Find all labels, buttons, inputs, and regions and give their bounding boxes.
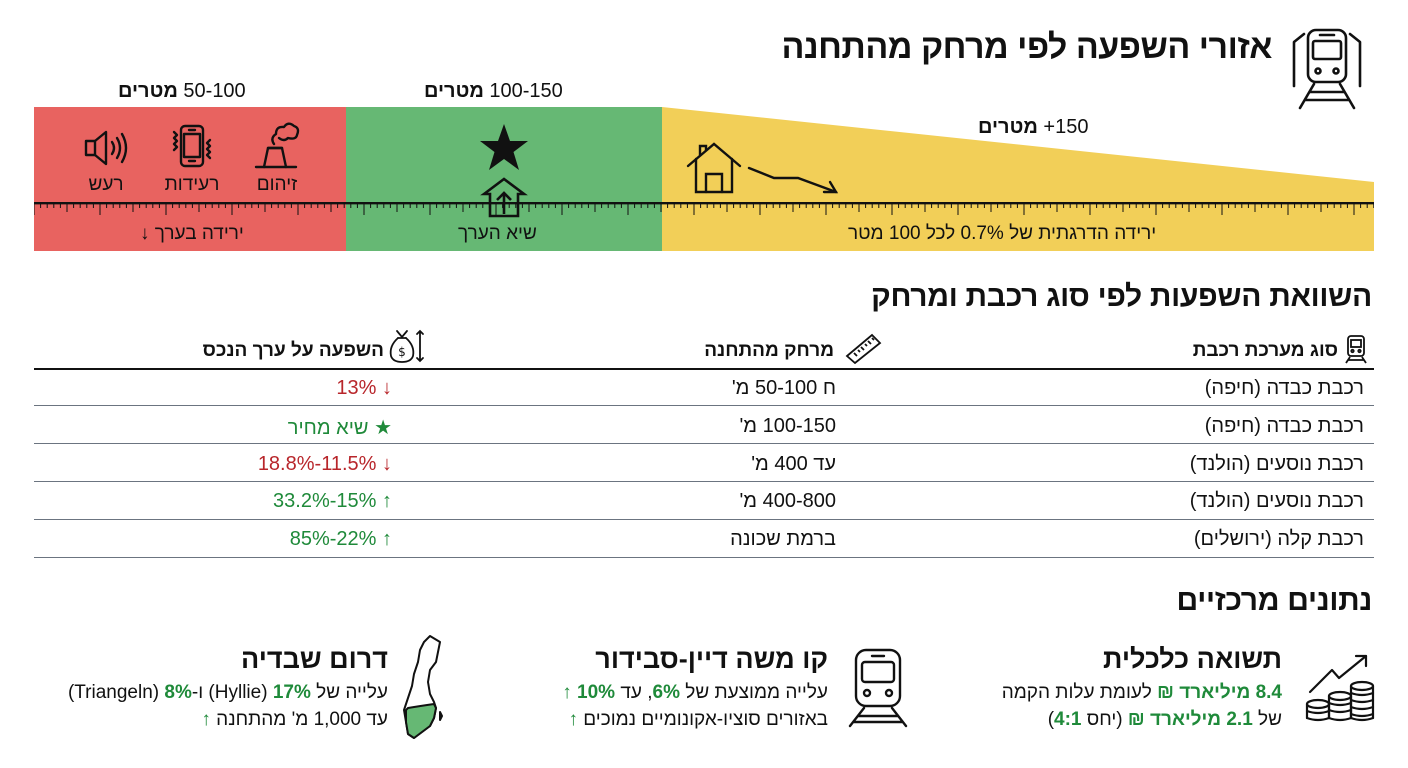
svg-text:$: $ [398,345,406,359]
arrow-down-icon: ↓ [382,453,392,475]
arrow-up-icon: ↑ [201,709,211,730]
vibration-phone-icon [172,124,212,168]
table-row-divider [34,557,1374,558]
arrow-up-icon: ↑ [568,709,579,730]
distance-ruler [34,202,1374,215]
table-cell-impact: ↑ 15%-33.2% [273,490,392,512]
arrow-down-icon: ↓ [140,223,150,244]
table-cell-impact: ↑ 22%-85% [289,528,392,550]
arrow-up-icon: ↑ [382,490,392,512]
zone-far-caption: ירידה הדרגתית של 0.7% לכל 100 מטר [848,223,1157,244]
arrow-up-icon: ↑ [562,682,572,703]
table-cell-impact: ↓ 11.5%-18.8% [257,453,392,475]
table-cell-distance: ח 50-100 מ' [731,377,836,399]
column-header-system: סוג מערכת רכבת [1192,340,1338,361]
table-cell-system: רכבת כבדה (חיפה) [1204,377,1364,399]
arrow-up-icon: ↑ [382,528,392,550]
house-decline-icon [686,142,839,194]
fact-economic-line1: 8.4 מיליארד ₪ לעומת עלות הקמה [1001,682,1282,703]
table-cell-distance: 400-800 מ' [739,490,836,512]
zone-far-label: 150+ מטרים [978,116,1089,138]
fact-dayan-line2: באזורים סוציו-אקונומיים נמוכים ↑ [568,709,829,730]
table-cell-system: רכבת קלה (ירושלים) [1193,528,1364,550]
table-row-divider [34,405,1374,406]
train-front-icon [848,648,908,728]
zone-far-band [662,107,1374,251]
pollution-factory-icon [254,122,300,169]
train-icon [1345,335,1367,364]
page-title: אזורי השפעה לפי מרחק מהתחנה [781,28,1272,66]
comparison-title: השוואת השפעות לפי סוג רכבת ומרחק [871,280,1372,313]
table-header-divider [34,368,1374,370]
impact-pollution-label: זיהום [256,174,298,195]
fact-economic-line2: של 2.1 מיליארד ₪ (יחס 4:1) [1047,709,1282,730]
table-cell-system: רכבת נוסעים (הולנד) [1189,490,1364,512]
arrow-down-icon: ↓ [382,377,392,399]
impact-noise-label: רעש [88,174,124,195]
table-cell-distance: עד 400 מ' [751,453,836,475]
star-icon [480,124,528,170]
fact-sweden-line1: עלייה של 17% (Hyllie) ו-8% (Triangeln) [67,682,388,703]
speaker-noise-icon [84,130,128,166]
column-header-distance: מרחק מהתחנה [704,340,834,361]
table-cell-system: רכבת נוסעים (הולנד) [1189,453,1364,475]
table-cell-distance: 100-150 מ' [739,415,836,437]
coins-growth-icon [1305,654,1375,722]
fact-sweden-line2: עד 1,000 מ' מהתחנה ↑ [201,709,388,730]
table-cell-impact: ↓ 13% [336,377,392,399]
train-station-icon [1292,28,1362,110]
fact-dayan-title: קו משה דיין-סבידור [595,644,828,674]
column-header-impact: השפעה על ערך הנכס [202,340,384,361]
house-up-arrow-icon [480,177,528,218]
ruler-icon [845,333,882,364]
fact-dayan-line1: עלייה ממוצעת של 6%, עד 10% ↑ [562,682,828,703]
table-cell-distance: ברמת שכונה [730,528,836,550]
zone-optimal-caption: שיא הערך [458,223,537,244]
zone-optimal-label: 100-150 מטרים [424,80,563,102]
table-cell-system: רכבת כבדה (חיפה) [1204,415,1364,437]
table-row-divider [34,443,1374,444]
sweden-map-icon [403,635,443,739]
impact-vibration-label: רעידות [164,174,220,195]
key-facts-title: נתונים מרכזיים [1176,584,1373,617]
table-cell-impact: ★ שיא מחיר [287,417,392,439]
table-row-divider [34,481,1374,482]
table-row-divider [34,519,1374,520]
star-icon: ★ [374,417,392,439]
fact-sweden-title: דרום שבדיה [241,644,388,674]
zone-near-caption: ירידה בערך ↓ [140,223,244,244]
money-bag-icon: $ [389,329,424,363]
fact-economic-title: תשואה כלכלית [1102,644,1282,674]
zone-near-label: 50-100 מטרים [118,80,246,102]
